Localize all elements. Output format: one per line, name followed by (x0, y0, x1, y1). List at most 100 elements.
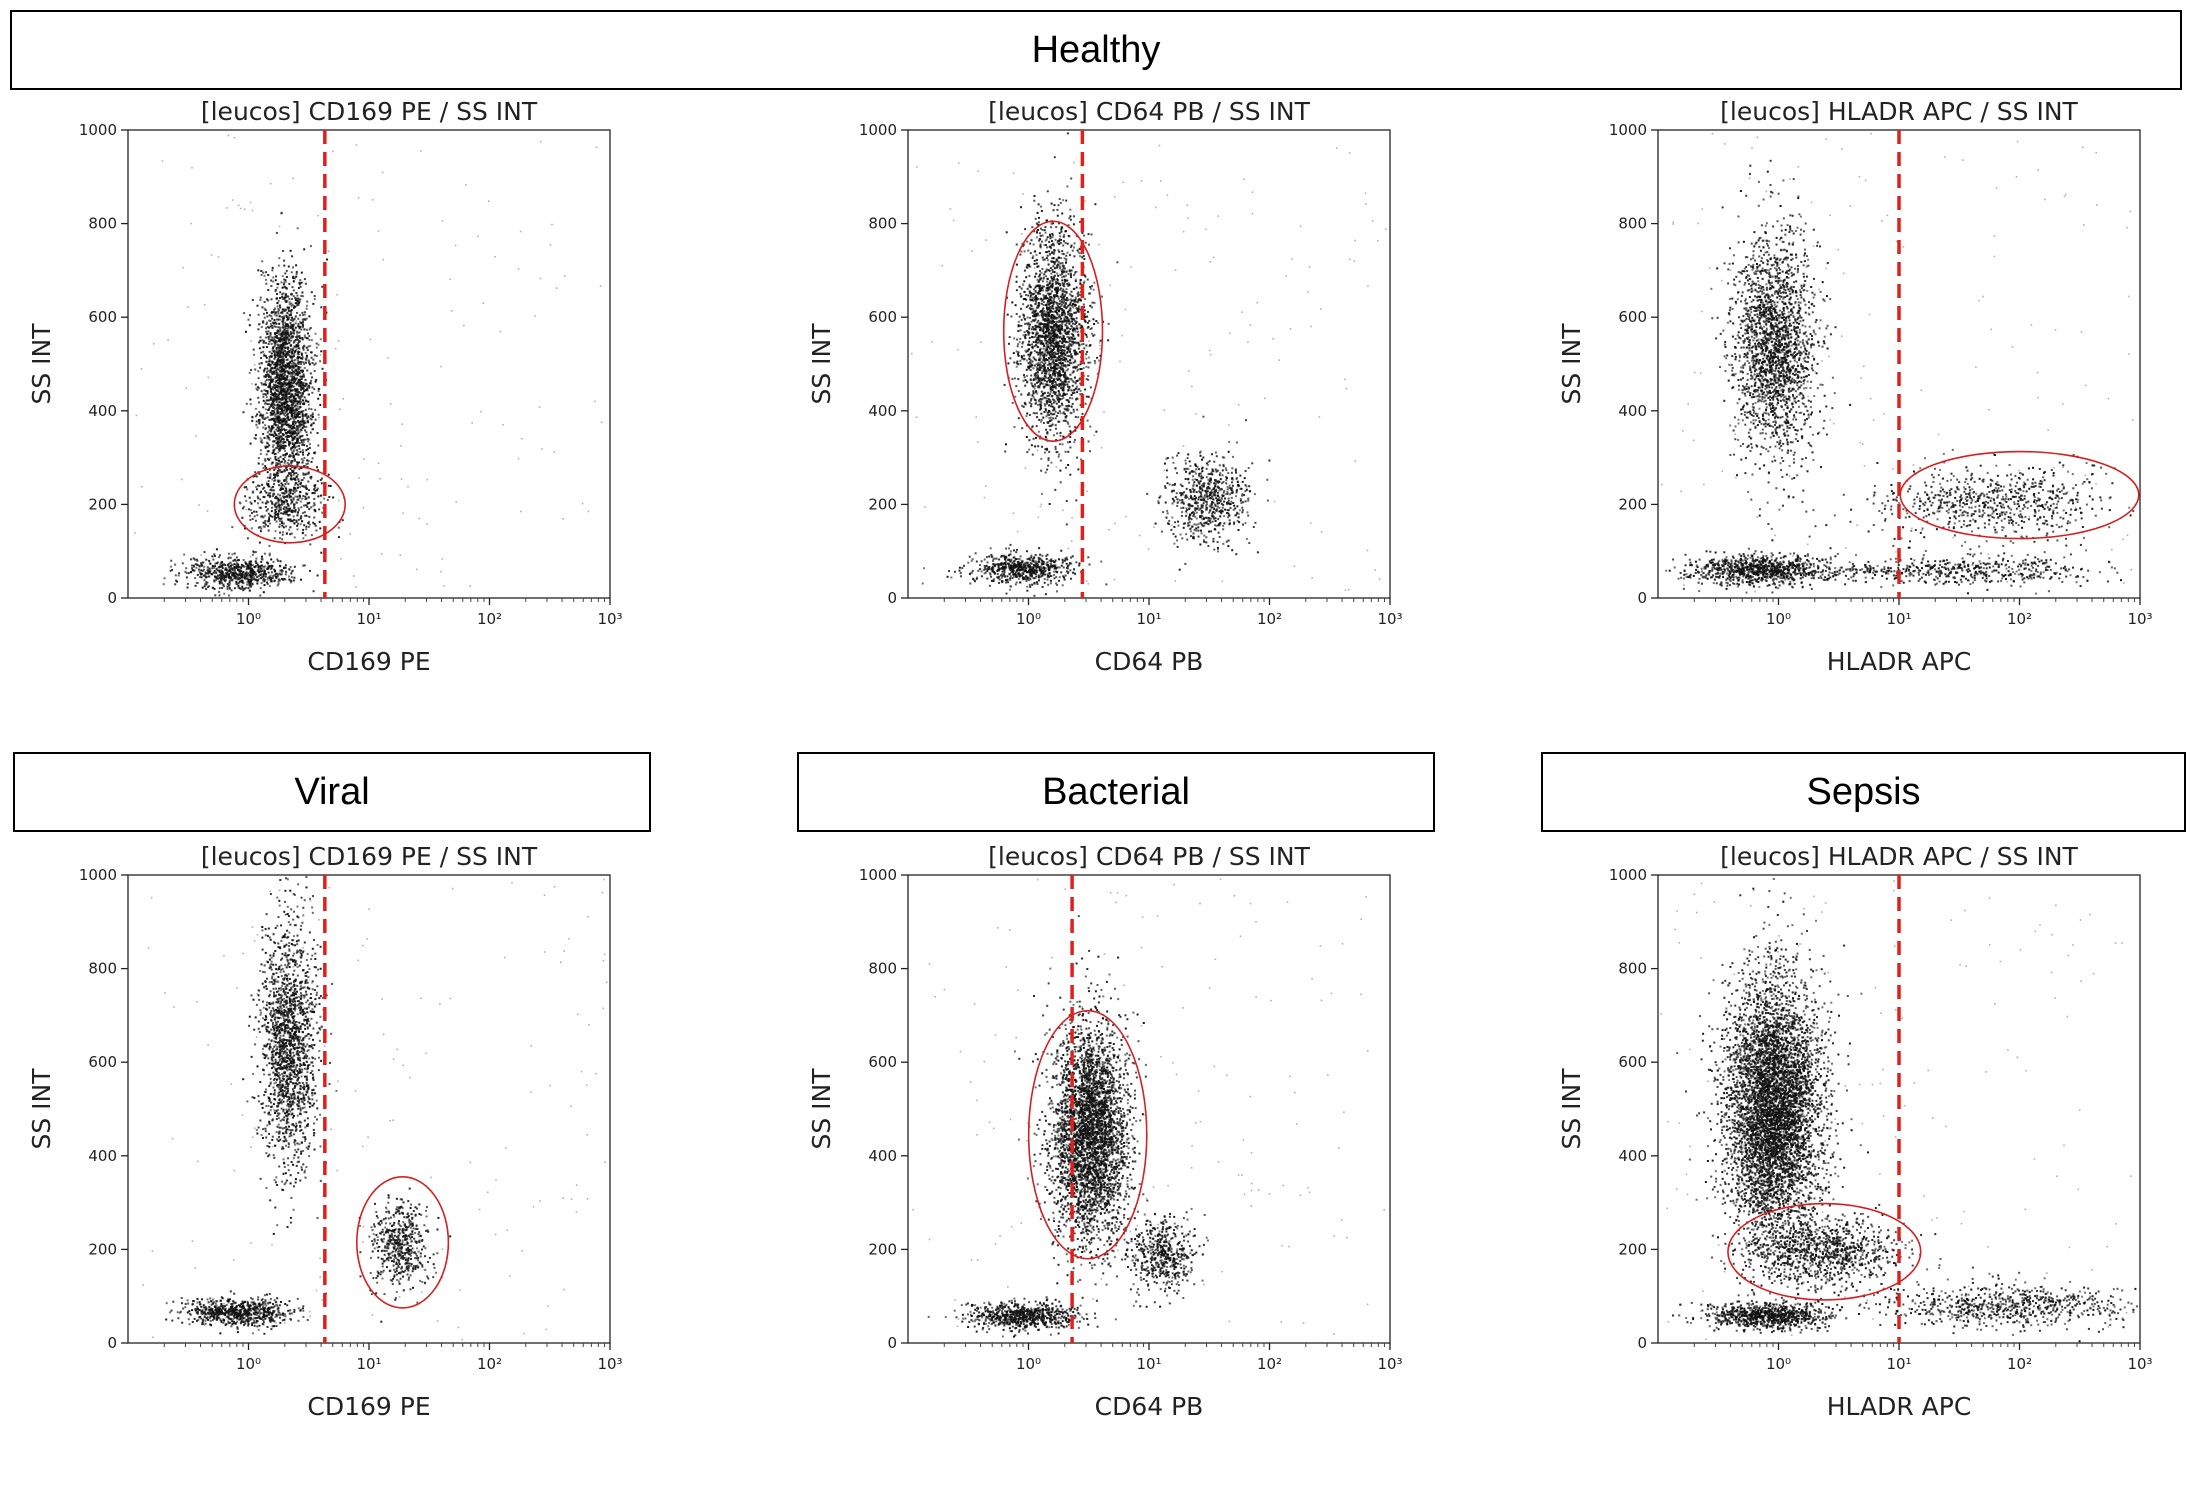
x-tick-label: 10² (1257, 1355, 1282, 1373)
population-2 (922, 544, 1108, 597)
population-0 (1710, 160, 1851, 542)
y-tick-label: 600 (868, 1053, 897, 1071)
x-tick-label: 10⁰ (1016, 610, 1041, 628)
y-tick-label: 400 (868, 1147, 897, 1165)
x-tick-label: 10² (477, 1355, 502, 1373)
event-dots (911, 132, 1387, 596)
y-tick-label: 600 (1618, 308, 1647, 326)
y-tick-label: 600 (1618, 1053, 1647, 1071)
population-2 (1805, 449, 2134, 561)
x-tick-label: 10¹ (1136, 1355, 1161, 1373)
y-tick-label: 200 (88, 495, 117, 513)
x-tick-label: 10³ (1377, 1355, 1402, 1373)
y-tick-label: 400 (88, 402, 117, 420)
y-tick-label: 400 (88, 1147, 117, 1165)
plot-frame (128, 875, 610, 1343)
x-tick-label: 10⁰ (1766, 610, 1791, 628)
x-axis-label: HLADR APC (1827, 647, 1972, 676)
background-events (142, 879, 607, 1341)
plot-viral-cd169: [leucos] CD169 PE / SS INT 0 200 400 600 800 1… (0, 845, 640, 1485)
y-tick-label: 600 (88, 1053, 117, 1071)
x-tick-label: 10² (1257, 610, 1282, 628)
y-tick-label: 0 (1637, 1334, 1647, 1352)
plot-frame (128, 130, 610, 598)
y-tick-label: 800 (1618, 960, 1647, 978)
plot-title: [leucos] CD64 PB / SS INT (988, 97, 1310, 126)
y-axis-label: SS INT (27, 323, 56, 405)
banner-sepsis: Sepsis (1541, 752, 2186, 832)
x-tick-label: 10² (477, 610, 502, 628)
y-tick-label: 1000 (79, 866, 117, 884)
y-tick-label: 1000 (1609, 121, 1647, 139)
y-tick-label: 1000 (859, 121, 897, 139)
x-axis-label: CD169 PE (307, 647, 430, 676)
x-tick-label: 10³ (597, 610, 622, 628)
population-2 (928, 1296, 1117, 1337)
y-tick-label: 200 (868, 1240, 897, 1258)
y-tick-label: 200 (88, 1240, 117, 1258)
x-tick-label: 10⁰ (1016, 1355, 1041, 1373)
x-tick-label: 10³ (2127, 610, 2152, 628)
x-axis-label: CD64 PB (1095, 647, 1204, 676)
banner-bacterial: Bacterial (797, 752, 1435, 832)
y-tick-label: 0 (1637, 589, 1647, 607)
plot-sepsis-hladr: [leucos] HLADR APC / SS INT0200400600800… (1530, 845, 2170, 1485)
event-dots (142, 876, 607, 1340)
x-tick-label: 10⁰ (236, 1355, 261, 1373)
y-tick-label: 600 (88, 308, 117, 326)
background-events (134, 135, 602, 588)
y-tick-label: 1000 (859, 866, 897, 884)
y-tick-label: 800 (88, 960, 117, 978)
x-tick-label: 10² (2007, 610, 2032, 628)
plot-frame (908, 130, 1390, 598)
x-tick-label: 10³ (2127, 1355, 2152, 1373)
plot-title: [leucos] CD169 PE / SS INT (201, 97, 538, 126)
y-tick-label: 800 (868, 960, 897, 978)
plot-healthy-cd169: [leucos] CD169 PE / SS INT 0 200 400 600 800 1… (0, 100, 640, 740)
y-tick-label: 600 (868, 308, 897, 326)
x-axis-label: HLADR APC (1827, 1392, 1972, 1421)
plot-title: [leucos] CD64 PB / SS INT (988, 842, 1310, 871)
y-tick-label: 1000 (79, 121, 117, 139)
plot-bacterial-cd64: [leucos] CD64 PB / SS INT 0 200 400 600 800 10… (780, 845, 1420, 1485)
y-tick-label: 800 (88, 215, 117, 233)
plot-title: [leucos] HLADR APC / SS INT (1720, 842, 2078, 871)
event-dots (134, 135, 602, 597)
y-tick-label: 800 (868, 215, 897, 233)
y-axis-label: SS INT (1557, 323, 1586, 405)
population-1 (1146, 416, 1270, 571)
x-tick-label: 10¹ (356, 1355, 381, 1373)
x-tick-label: 10¹ (1886, 1355, 1911, 1373)
y-tick-label: 200 (868, 495, 897, 513)
x-axis-label: CD64 PB (1095, 1392, 1204, 1421)
plot-title: [leucos] CD169 PE / SS INT (201, 842, 538, 871)
population-1 (359, 1188, 452, 1323)
plot-title: [leucos] HLADR APC / SS INT (1720, 97, 2078, 126)
y-axis-label: SS INT (27, 1068, 56, 1150)
x-tick-label: 10⁰ (236, 610, 261, 628)
x-tick-label: 10¹ (1136, 610, 1161, 628)
event-dots (912, 879, 1385, 1338)
x-tick-label: 10² (2007, 1355, 2032, 1373)
y-tick-label: 0 (887, 1334, 897, 1352)
population-1 (1107, 1208, 1209, 1308)
banner-healthy: Healthy (10, 10, 2182, 90)
population-2 (165, 1290, 327, 1334)
plot-healthy-cd64: [leucos] CD64 PB / SS INT 0 200 400 600 800 10… (780, 100, 1420, 740)
y-tick-label: 400 (1618, 402, 1647, 420)
y-tick-label: 0 (107, 1334, 117, 1352)
x-tick-label: 10¹ (356, 610, 381, 628)
y-tick-label: 0 (107, 589, 117, 607)
population-2 (163, 548, 323, 596)
x-tick-label: 10³ (1377, 610, 1402, 628)
y-axis-label: SS INT (807, 323, 836, 405)
population-0 (1004, 132, 1119, 525)
y-tick-label: 400 (1618, 1147, 1647, 1165)
y-tick-label: 0 (887, 589, 897, 607)
y-tick-label: 1000 (1609, 866, 1647, 884)
y-tick-label: 400 (868, 402, 897, 420)
x-axis-label: CD169 PE (307, 1392, 430, 1421)
y-axis-label: SS INT (1557, 1068, 1586, 1150)
background-events (1660, 880, 2131, 1340)
population-3 (1783, 1267, 2139, 1343)
